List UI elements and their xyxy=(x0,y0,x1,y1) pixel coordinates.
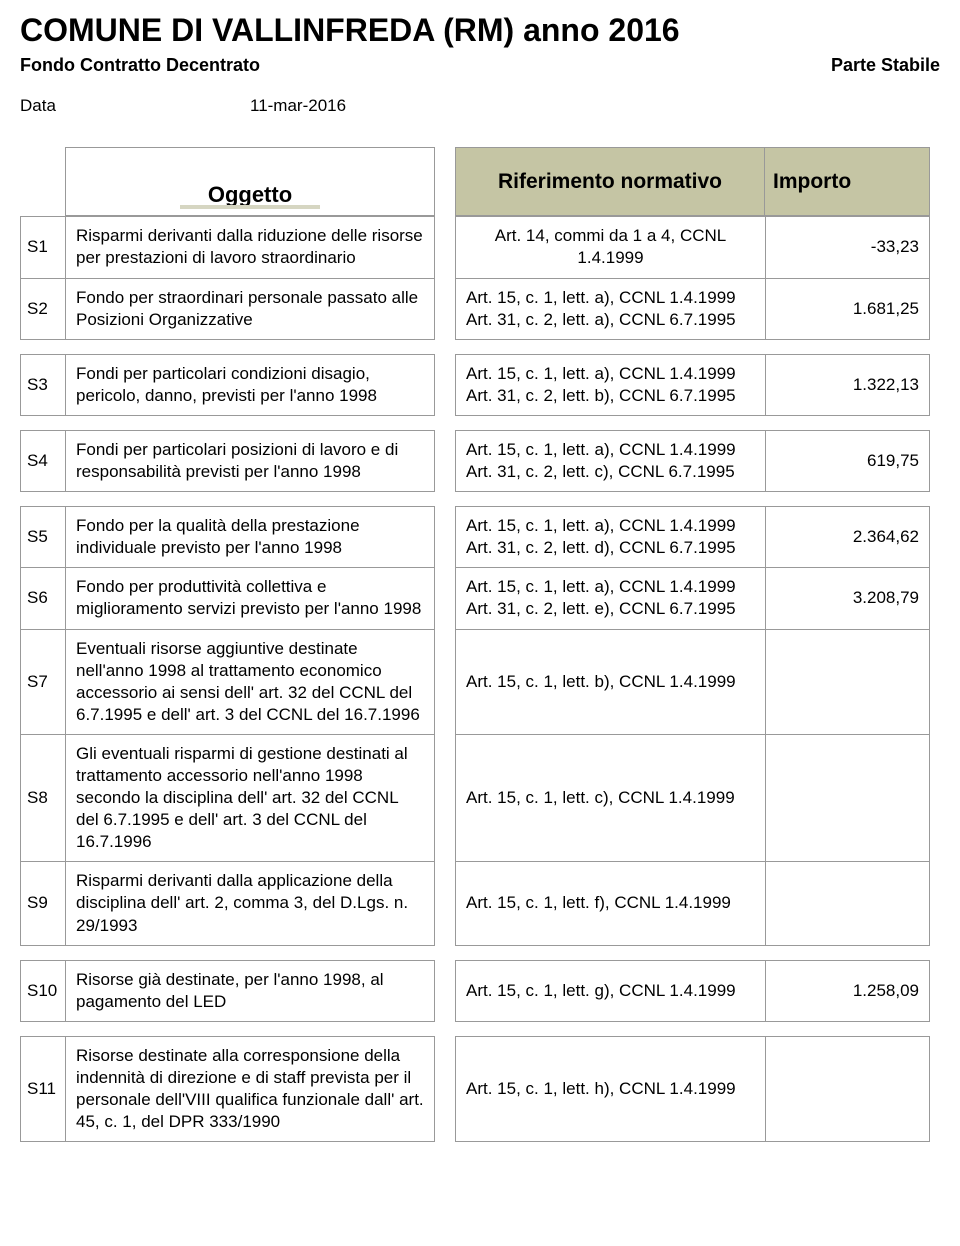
row-riferimento: Art. 15, c. 1, lett. a), CCNL 1.4.1999Ar… xyxy=(455,354,765,416)
table-row: S8Gli eventuali risparmi di gestione des… xyxy=(20,734,940,861)
subtitle-left: Fondo Contratto Decentrato xyxy=(20,54,260,77)
group-gap xyxy=(20,946,940,960)
row-riferimento: Art. 15, c. 1, lett. c), CCNL 1.4.1999 xyxy=(455,734,765,861)
row-oggetto: Risorse già destinate, per l'anno 1998, … xyxy=(65,960,435,1022)
row-importo xyxy=(765,734,930,861)
row-id: S4 xyxy=(20,430,65,492)
table-row: S1Risparmi derivanti dalla riduzione del… xyxy=(20,216,940,277)
col-header-importo: Importo xyxy=(765,147,930,216)
row-importo: 1.681,25 xyxy=(765,278,930,340)
row-importo xyxy=(765,861,930,945)
date-value: 11-mar-2016 xyxy=(250,95,346,117)
row-oggetto: Fondo per la qualità della prestazione i… xyxy=(65,506,435,567)
date-label: Data xyxy=(20,95,80,117)
row-importo: 1.258,09 xyxy=(765,960,930,1022)
row-id: S11 xyxy=(20,1036,65,1142)
row-id: S10 xyxy=(20,960,65,1022)
row-oggetto: Risorse destinate alla corresponsione de… xyxy=(65,1036,435,1142)
table-row: S10Risorse già destinate, per l'anno 199… xyxy=(20,960,940,1022)
row-oggetto: Fondi per particolari posizioni di lavor… xyxy=(65,430,435,492)
row-riferimento: Art. 15, c. 1, lett. h), CCNL 1.4.1999 xyxy=(455,1036,765,1142)
row-riferimento: Art. 15, c. 1, lett. a), CCNL 1.4.1999Ar… xyxy=(455,506,765,567)
row-id: S6 xyxy=(20,567,65,628)
row-oggetto: Risparmi derivanti dalla applicazione de… xyxy=(65,861,435,945)
date-row: Data 11-mar-2016 xyxy=(20,95,940,117)
table-row: S2Fondo per straordinari personale passa… xyxy=(20,278,940,340)
row-riferimento: Art. 14, commi da 1 a 4, CCNL1.4.1999 xyxy=(455,216,765,277)
row-id: S1 xyxy=(20,216,65,277)
row-id: S8 xyxy=(20,734,65,861)
col-header-oggetto: Oggetto xyxy=(65,147,435,216)
group-gap xyxy=(20,340,940,354)
group-gap xyxy=(20,492,940,506)
table-row: S7Eventuali risorse aggiuntive destinate… xyxy=(20,629,940,734)
col-header-riferimento: Riferimento normativo xyxy=(455,147,765,216)
subtitle-right: Parte Stabile xyxy=(831,54,940,77)
table-row: S11Risorse destinate alla corresponsione… xyxy=(20,1036,940,1142)
row-oggetto: Risparmi derivanti dalla riduzione delle… xyxy=(65,216,435,277)
page-title: COMUNE DI VALLINFREDA (RM) anno 2016 xyxy=(20,10,940,52)
table-header-row: Oggetto Riferimento normativo Importo xyxy=(20,147,940,216)
row-riferimento: Art. 15, c. 1, lett. g), CCNL 1.4.1999 xyxy=(455,960,765,1022)
row-importo: -33,23 xyxy=(765,216,930,277)
group-gap xyxy=(20,416,940,430)
row-id: S5 xyxy=(20,506,65,567)
row-riferimento: Art. 15, c. 1, lett. b), CCNL 1.4.1999 xyxy=(455,629,765,734)
row-oggetto: Gli eventuali risparmi di gestione desti… xyxy=(65,734,435,861)
row-importo xyxy=(765,1036,930,1142)
table-row: S6Fondo per produttività collettiva e mi… xyxy=(20,567,940,628)
table-row: S5Fondo per la qualità della prestazione… xyxy=(20,506,940,567)
row-oggetto: Fondi per particolari condizioni disagio… xyxy=(65,354,435,416)
row-riferimento: Art. 15, c. 1, lett. a), CCNL 1.4.1999Ar… xyxy=(455,430,765,492)
row-importo: 2.364,62 xyxy=(765,506,930,567)
row-oggetto: Fondo per produttività collettiva e migl… xyxy=(65,567,435,628)
row-id: S7 xyxy=(20,629,65,734)
row-riferimento: Art. 15, c. 1, lett. a), CCNL 1.4.1999Ar… xyxy=(455,567,765,628)
subtitle-row: Fondo Contratto Decentrato Parte Stabile xyxy=(20,54,940,77)
row-id: S9 xyxy=(20,861,65,945)
row-riferimento: Art. 15, c. 1, lett. f), CCNL 1.4.1999 xyxy=(455,861,765,945)
row-importo: 1.322,13 xyxy=(765,354,930,416)
group-gap xyxy=(20,1022,940,1036)
table-row: S4Fondi per particolari posizioni di lav… xyxy=(20,430,940,492)
oggetto-underline xyxy=(180,205,320,209)
row-importo: 619,75 xyxy=(765,430,930,492)
row-importo: 3.208,79 xyxy=(765,567,930,628)
row-oggetto: Eventuali risorse aggiuntive destinate n… xyxy=(65,629,435,734)
table-row: S9Risparmi derivanti dalla applicazione … xyxy=(20,861,940,945)
row-id: S2 xyxy=(20,278,65,340)
row-oggetto: Fondo per straordinari personale passato… xyxy=(65,278,435,340)
table-row: S3Fondi per particolari condizioni disag… xyxy=(20,354,940,416)
row-riferimento: Art. 15, c. 1, lett. a), CCNL 1.4.1999Ar… xyxy=(455,278,765,340)
row-id: S3 xyxy=(20,354,65,416)
table-body: S1Risparmi derivanti dalla riduzione del… xyxy=(20,216,940,1142)
row-importo xyxy=(765,629,930,734)
